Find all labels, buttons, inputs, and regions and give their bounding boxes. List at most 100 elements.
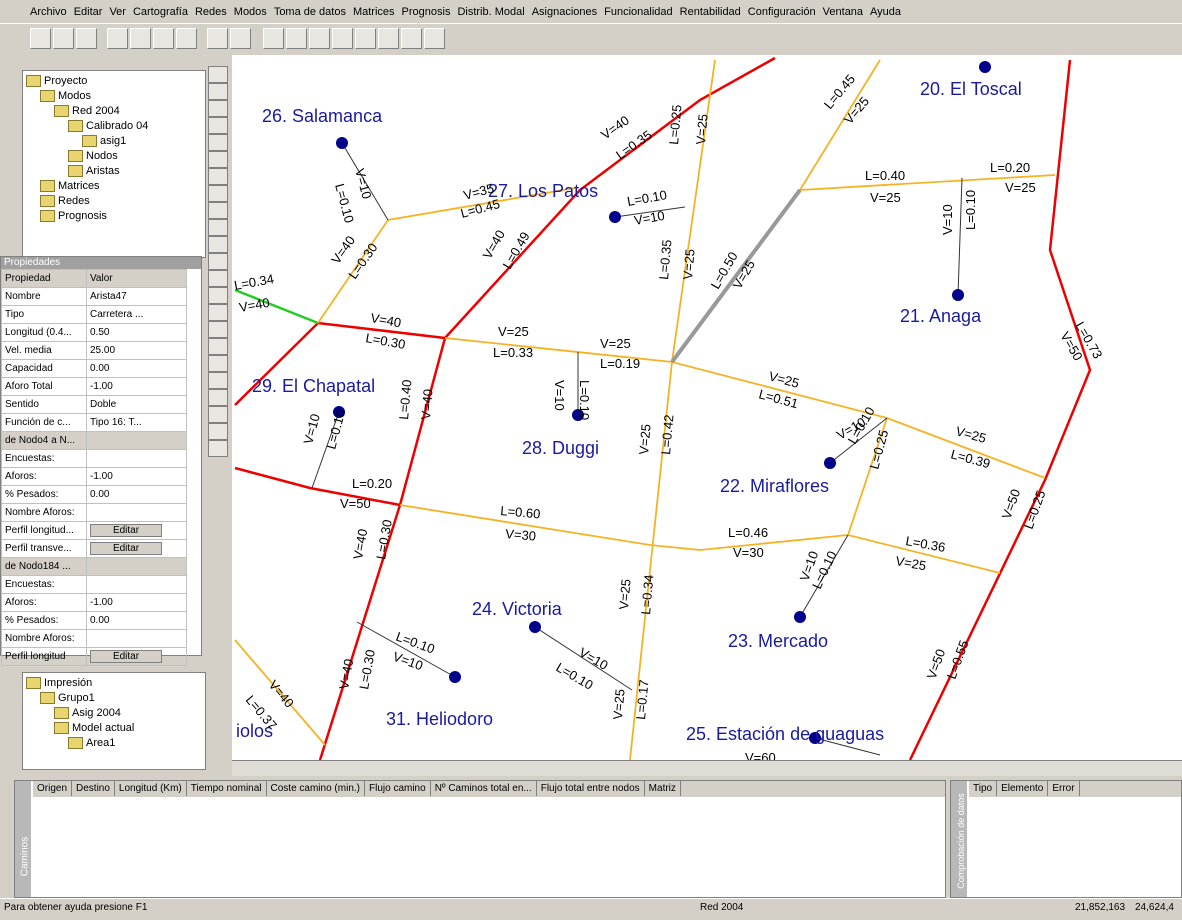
- column-header[interactable]: Flujo total entre nodos: [536, 781, 645, 796]
- centroid-label: 22. Miraflores: [720, 476, 829, 496]
- tool-button[interactable]: [208, 236, 228, 253]
- tool-button[interactable]: [208, 253, 228, 270]
- centroid-label: 25. Estación de guaguas: [686, 724, 884, 744]
- tree-item[interactable]: Grupo1: [26, 691, 202, 706]
- tool-button[interactable]: [107, 28, 128, 49]
- menu-item[interactable]: Cartografía: [132, 5, 188, 18]
- h-scrollbar[interactable]: [232, 760, 1182, 776]
- tool-button[interactable]: [208, 372, 228, 389]
- tool-button[interactable]: [208, 440, 228, 457]
- edge-label: L=0.46: [728, 525, 768, 540]
- menu-item[interactable]: Funcionalidad: [604, 5, 673, 18]
- panel-side: [951, 781, 967, 897]
- tool-button[interactable]: [153, 28, 174, 49]
- tool-button[interactable]: [76, 28, 97, 49]
- column-header[interactable]: Longitud (Km): [114, 781, 187, 796]
- menu-item[interactable]: Distrib. Modal: [457, 5, 525, 18]
- menu-item[interactable]: Editar: [73, 5, 103, 18]
- edge-label: V=25: [680, 248, 698, 280]
- tree-item[interactable]: Modos: [26, 89, 202, 104]
- tool-button[interactable]: [208, 66, 228, 83]
- property-row: de Nodo4 a N...: [1, 431, 187, 450]
- tool-button[interactable]: [208, 83, 228, 100]
- column-header[interactable]: Flujo camino: [364, 781, 431, 796]
- tool-button[interactable]: [176, 28, 197, 49]
- tree-item[interactable]: Model actual: [26, 721, 202, 736]
- tool-button[interactable]: [309, 28, 330, 49]
- tool-button[interactable]: [208, 389, 228, 406]
- menu-item[interactable]: Ver: [109, 5, 126, 18]
- menu-item[interactable]: Asignaciones: [531, 5, 598, 18]
- tool-button[interactable]: [53, 28, 74, 49]
- panel-title: Caminos: [19, 836, 31, 877]
- column-header[interactable]: Nº Caminos total en...: [430, 781, 537, 796]
- menu-item[interactable]: Toma de datos: [273, 5, 346, 18]
- column-header[interactable]: Destino: [72, 781, 115, 796]
- tool-button[interactable]: [230, 28, 251, 49]
- column-header[interactable]: Error: [1048, 781, 1080, 796]
- tool-button[interactable]: [208, 117, 228, 134]
- tool-button[interactable]: [332, 28, 353, 49]
- tree-item[interactable]: Nodos: [26, 149, 202, 164]
- tool-button[interactable]: [208, 338, 228, 355]
- tree-item[interactable]: Matrices: [26, 179, 202, 194]
- centroids: [333, 61, 991, 744]
- column-header[interactable]: Tipo: [969, 781, 998, 796]
- tool-button[interactable]: [401, 28, 422, 49]
- tool-button[interactable]: [208, 321, 228, 338]
- tool-button[interactable]: [378, 28, 399, 49]
- menu-item[interactable]: Archivo: [30, 5, 67, 18]
- column-header[interactable]: Matriz: [644, 781, 681, 796]
- column-header[interactable]: Elemento: [997, 781, 1049, 796]
- menu-item[interactable]: Ayuda: [870, 5, 902, 18]
- tool-button[interactable]: [208, 423, 228, 440]
- tree-item[interactable]: Red 2004: [26, 104, 202, 119]
- tree-item[interactable]: Proyecto: [26, 74, 202, 89]
- edit-button[interactable]: Editar: [90, 650, 162, 663]
- menu-item[interactable]: Rentabilidad: [679, 5, 741, 18]
- connector: [814, 737, 881, 756]
- edge-label: L=0.36: [904, 533, 946, 555]
- tree-item[interactable]: Asig 2004: [26, 706, 202, 721]
- menu-item[interactable]: Configuración: [747, 5, 816, 18]
- tool-button[interactable]: [208, 185, 228, 202]
- tool-button[interactable]: [263, 28, 284, 49]
- tree-item[interactable]: asig1: [26, 134, 202, 149]
- tool-button[interactable]: [208, 151, 228, 168]
- column-header[interactable]: Tiempo nominal: [186, 781, 267, 796]
- property-value: 0.00: [86, 359, 187, 378]
- menu-item[interactable]: Modos: [233, 5, 267, 18]
- tool-button[interactable]: [30, 28, 51, 49]
- tool-button[interactable]: [208, 304, 228, 321]
- tool-button[interactable]: [355, 28, 376, 49]
- edit-button[interactable]: Editar: [90, 524, 162, 537]
- tool-button[interactable]: [208, 202, 228, 219]
- menu-item[interactable]: Ventana: [822, 5, 864, 18]
- tool-button[interactable]: [208, 134, 228, 151]
- tree-item[interactable]: Area1: [26, 736, 202, 751]
- tool-button[interactable]: [208, 168, 228, 185]
- tool-button[interactable]: [207, 28, 228, 49]
- tool-button[interactable]: [286, 28, 307, 49]
- edit-button[interactable]: Editar: [90, 542, 162, 555]
- tree-item[interactable]: Calibrado 04: [26, 119, 202, 134]
- tool-button[interactable]: [208, 219, 228, 236]
- tool-button[interactable]: [208, 287, 228, 304]
- tool-button[interactable]: [424, 28, 445, 49]
- tool-button[interactable]: [130, 28, 151, 49]
- column-header[interactable]: Origen: [33, 781, 73, 796]
- tool-button[interactable]: [208, 355, 228, 372]
- menu-item[interactable]: Matrices: [352, 5, 395, 18]
- edge-label: V=40: [336, 658, 356, 691]
- menu-item[interactable]: Prognosis: [401, 5, 451, 18]
- tree-item[interactable]: Aristas: [26, 164, 202, 179]
- tree-item[interactable]: Impresión: [26, 676, 202, 691]
- tool-button[interactable]: [208, 406, 228, 423]
- tree-item[interactable]: Redes: [26, 194, 202, 209]
- tool-button[interactable]: [208, 100, 228, 117]
- tool-button[interactable]: [208, 270, 228, 287]
- column-header[interactable]: Coste camino (min.): [266, 781, 365, 796]
- tree-item[interactable]: Prognosis: [26, 209, 202, 224]
- property-value: -1.00: [86, 377, 187, 396]
- menu-item[interactable]: Redes: [194, 5, 227, 18]
